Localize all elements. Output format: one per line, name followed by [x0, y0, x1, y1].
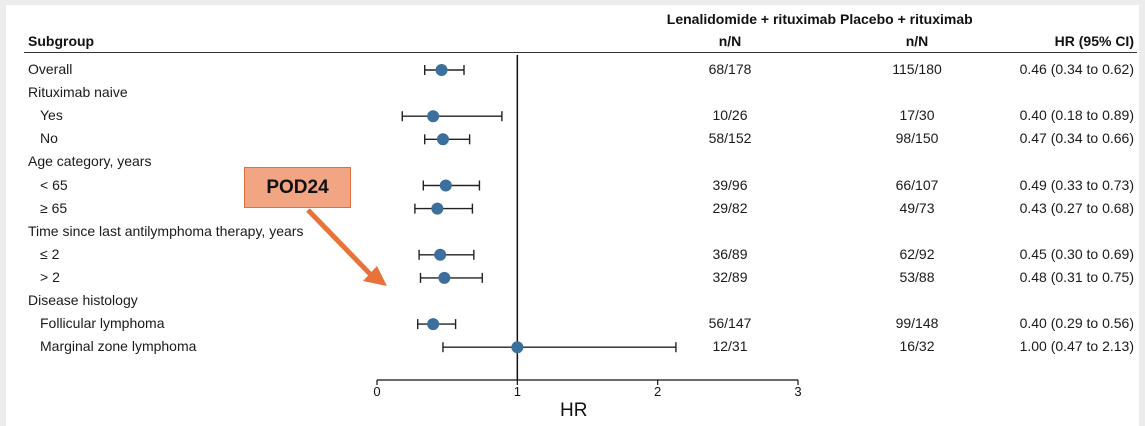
hr-ci-value: 0.46 (0.34 to 0.62): [1019, 61, 1134, 77]
treatment-count: 32/89: [712, 268, 748, 285]
hr-ci-header: HR (95% CI): [1054, 33, 1134, 49]
annotation-arrow-shaft: [306, 208, 374, 278]
hr-point: [431, 202, 444, 215]
subgroup-label: < 65: [40, 176, 68, 193]
hr-ci-value: 0.48 (0.31 to 0.75): [1019, 268, 1134, 285]
hr-point: [438, 271, 451, 284]
pod24-label: POD24: [266, 176, 329, 198]
control-count: 62/92: [899, 245, 935, 262]
hr-point: [439, 179, 452, 192]
hr-ci-value: 0.40 (0.18 to 0.89): [1019, 107, 1134, 124]
x-tick-label: 0: [373, 384, 380, 399]
control-count: 115/180: [892, 61, 942, 77]
pod24-annotation: POD24: [244, 167, 351, 208]
x-tick-label: 3: [794, 384, 801, 399]
hr-ci-value: 0.45 (0.30 to 0.69): [1019, 245, 1134, 262]
figure-panel: [6, 5, 1139, 426]
x-axis-label: HR: [560, 400, 588, 421]
subgroup-label: Follicular lymphoma: [40, 315, 165, 332]
group-heading: Disease histology: [28, 292, 138, 308]
treatment-count: 56/147: [708, 315, 752, 332]
treatment-count: 68/178: [708, 61, 752, 77]
control-count: 16/32: [899, 338, 935, 355]
control-count: 53/88: [899, 268, 935, 285]
control-header-line1: Placebo + rituximab: [840, 11, 973, 27]
subgroup-header: Subgroup: [28, 33, 95, 49]
group-heading: Time since last antilymphoma therapy, ye…: [28, 222, 304, 239]
treatment-count: 29/82: [712, 199, 748, 216]
hr-ci-value: 1.00 (0.47 to 2.13): [1019, 338, 1134, 355]
control-count: 49/73: [899, 199, 935, 216]
treatment-header-line2: n/N: [718, 33, 742, 49]
subgroup-label: > 2: [40, 268, 60, 285]
control-count: 66/107: [895, 176, 939, 193]
subgroup-label: ≤ 2: [40, 245, 60, 262]
control-header-line2: n/N: [905, 33, 929, 49]
hr-ci-value: 0.47 (0.34 to 0.66): [1019, 130, 1134, 147]
group-heading: Age category, years: [28, 153, 152, 170]
control-count: 99/148: [895, 315, 939, 332]
treatment-count: 10/26: [712, 107, 748, 124]
treatment-count: 39/96: [712, 176, 748, 193]
subgroup-label: ≥ 65: [40, 199, 68, 216]
hr-point: [511, 341, 524, 354]
control-count: 17/30: [899, 107, 935, 124]
treatment-count: 36/89: [712, 245, 748, 262]
group-heading: Rituximab naive: [28, 84, 128, 101]
hr-point: [427, 110, 440, 123]
hr-ci-value: 0.43 (0.27 to 0.68): [1019, 199, 1134, 216]
subgroup-label: No: [40, 130, 58, 147]
hr-ci-value: 0.40 (0.29 to 0.56): [1019, 315, 1134, 332]
subgroup-label: Overall: [28, 61, 73, 77]
treatment-count: 12/31: [712, 338, 748, 355]
x-tick-label: 1: [514, 384, 521, 399]
subgroup-label: Marginal zone lymphoma: [40, 338, 197, 355]
subgroup-label: Yes: [40, 107, 63, 124]
hr-point: [434, 248, 447, 261]
hr-point: [435, 64, 448, 76]
header-divider: [24, 52, 1137, 53]
treatment-header-line1: Lenalidomide + rituximab: [666, 11, 836, 27]
x-tick-label: 2: [654, 384, 661, 399]
annotation-arrow-head: [363, 266, 387, 286]
treatment-count: 58/152: [708, 130, 752, 147]
control-count: 98/150: [895, 130, 939, 147]
hr-ci-value: 0.49 (0.33 to 0.73): [1019, 176, 1134, 193]
hr-point: [427, 318, 440, 331]
hr-point: [436, 133, 449, 146]
